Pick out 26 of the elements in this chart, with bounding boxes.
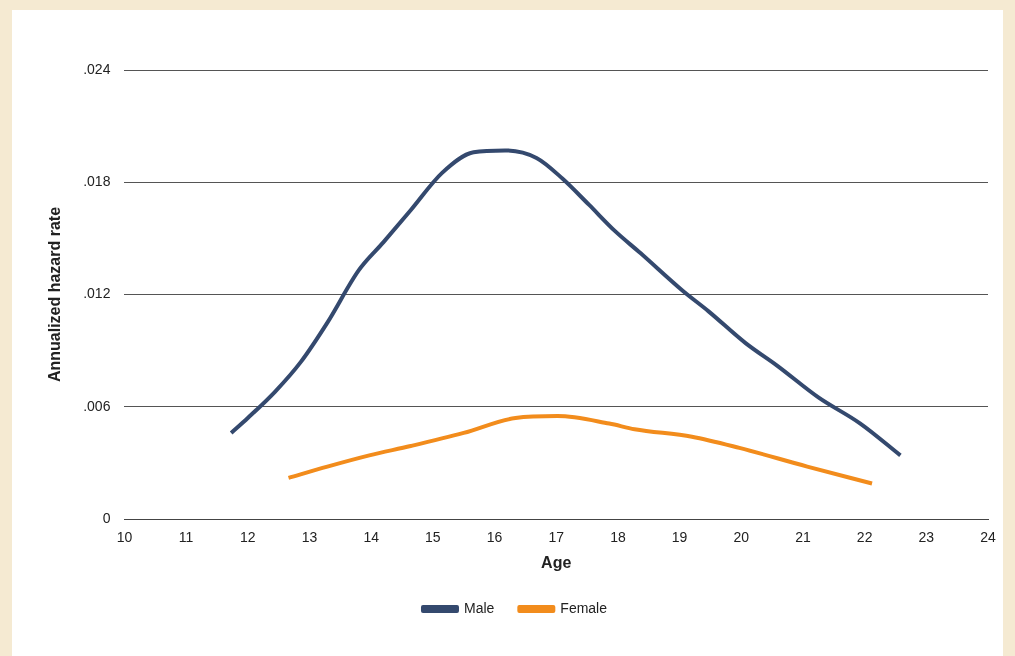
x-tick-label: 20 bbox=[733, 529, 750, 546]
x-tick-label: 22 bbox=[856, 529, 873, 546]
x-axis-title: Age bbox=[541, 553, 572, 571]
x-tick-label: 13 bbox=[301, 529, 318, 546]
x-tick-label: 21 bbox=[795, 529, 811, 546]
x-tick-label: 19 bbox=[671, 529, 688, 546]
x-tick-label: 17 bbox=[548, 529, 565, 546]
x-tick-label: 24 bbox=[980, 529, 996, 546]
x-tick-label: 11 bbox=[178, 529, 194, 546]
x-tick-label: 18 bbox=[610, 529, 626, 546]
x-tick-label: 12 bbox=[240, 529, 256, 546]
y-tick-label: .018 bbox=[83, 173, 111, 190]
y-tick-label: 0 bbox=[102, 509, 111, 526]
x-tick-label: 15 bbox=[425, 529, 441, 546]
line-series bbox=[286, 414, 875, 486]
x-tick-label: 14 bbox=[363, 529, 380, 546]
y-axis-title: Annualized hazard rate bbox=[46, 206, 64, 383]
y-tick-label: .012 bbox=[83, 285, 111, 302]
legend-label: Female bbox=[560, 599, 608, 616]
x-tick-label: 16 bbox=[486, 529, 503, 546]
x-tick-label: 10 bbox=[116, 529, 133, 546]
y-tick-label: .006 bbox=[83, 397, 111, 414]
legend-label: Male bbox=[463, 599, 495, 616]
y-tick-label: .024 bbox=[83, 60, 111, 77]
x-tick-label: 23 bbox=[918, 529, 935, 546]
line-series bbox=[229, 148, 903, 458]
